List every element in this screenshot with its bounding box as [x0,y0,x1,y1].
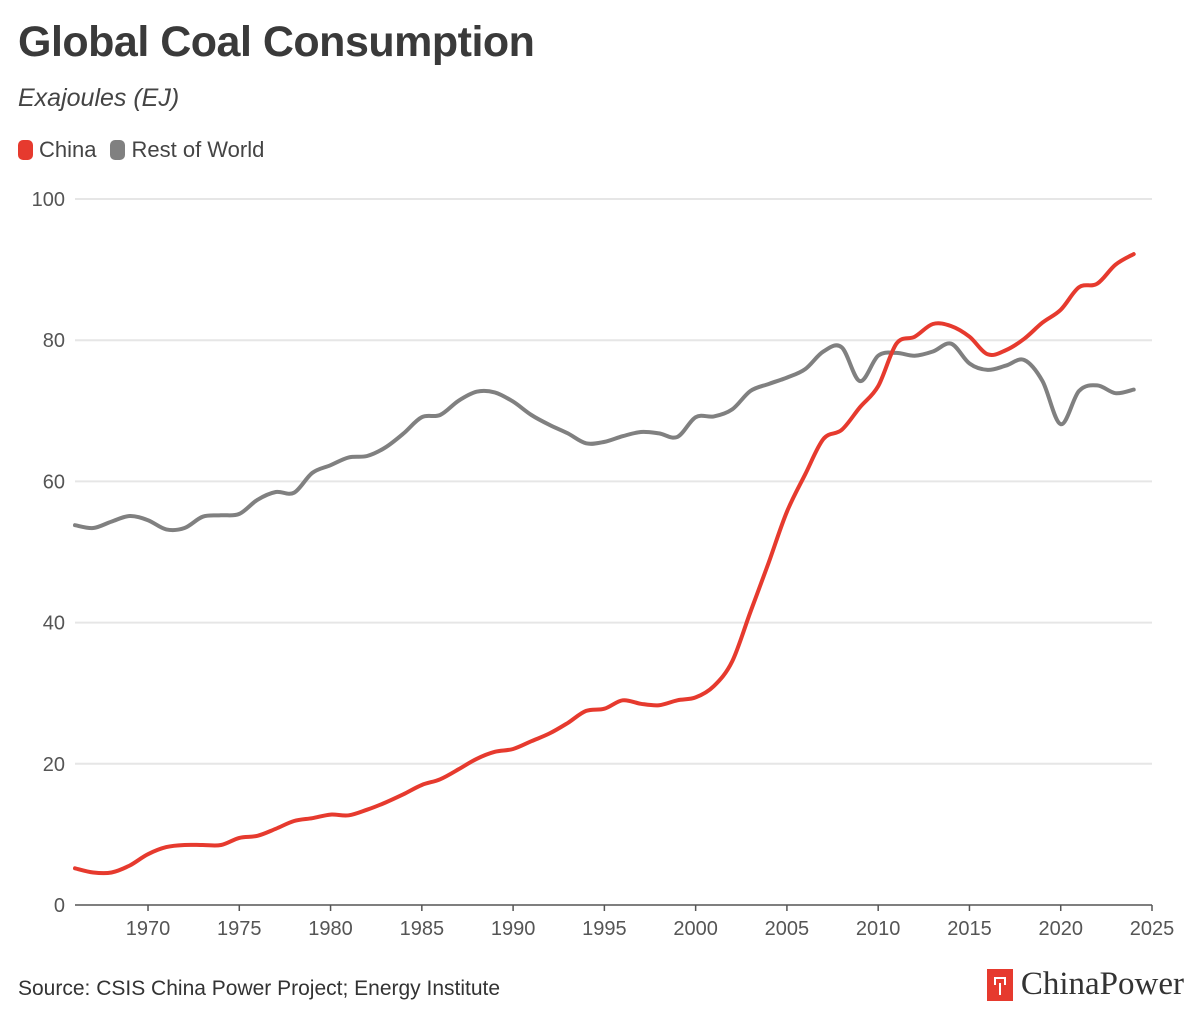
chart-subtitle: Exajoules (EJ) [18,84,180,112]
y-tick-label-80: 80 [43,330,65,352]
y-tick-label-60: 60 [43,471,65,493]
series-line-china [73,252,1136,876]
source-note: Source: CSIS China Power Project; Energy… [18,977,501,1000]
x-tick-label-2005: 2005 [765,918,810,940]
chart-title: Global Coal Consumption [18,18,535,66]
x-axis-ticks: 1970 1975 1980 1985 1990 1995 2000 2005 2010 2015… [126,905,1174,940]
legend-label-rest-of-world: Rest of World [131,137,265,162]
legend-swatch-china [18,140,33,160]
x-tick-label-1970: 1970 [126,918,171,940]
legend-swatch-rest-of-world [110,140,126,160]
brand-logo: ChinaPower [986,966,1184,1003]
y-tick-label-0: 0 [54,895,65,917]
legend-label-china: China [39,137,97,162]
chart-legend: China Rest of World [18,137,278,163]
x-tick-label-1995: 1995 [582,918,627,940]
legend-item-rest-of-world: Rest of World [110,137,264,163]
x-tick-label-2025: 2025 [1130,918,1175,940]
y-tick-label-40: 40 [43,613,65,635]
x-tick-label-1975: 1975 [217,918,262,940]
y-tick-label-100: 100 [32,189,65,211]
chinapower-logo-icon [986,968,1013,1001]
x-tick-label-2010: 2010 [856,918,901,940]
y-axis-ticks: 0 20 40 60 80 100 [32,189,65,917]
brand-name: ChinaPower [1020,966,1184,1002]
y-tick-label-20: 20 [43,754,65,776]
x-tick-label-2015: 2015 [947,918,992,940]
x-tick-label-1980: 1980 [308,918,353,940]
x-tick-label-2000: 2000 [673,918,718,940]
x-tick-label-2020: 2020 [1038,918,1083,940]
x-tick-label-1990: 1990 [491,918,536,940]
series-lines [73,252,1136,876]
series-line-rest-of-world [73,341,1136,533]
x-tick-label-1985: 1985 [400,918,445,940]
legend-item-china: China [18,137,96,163]
grid-lines [75,198,1152,906]
